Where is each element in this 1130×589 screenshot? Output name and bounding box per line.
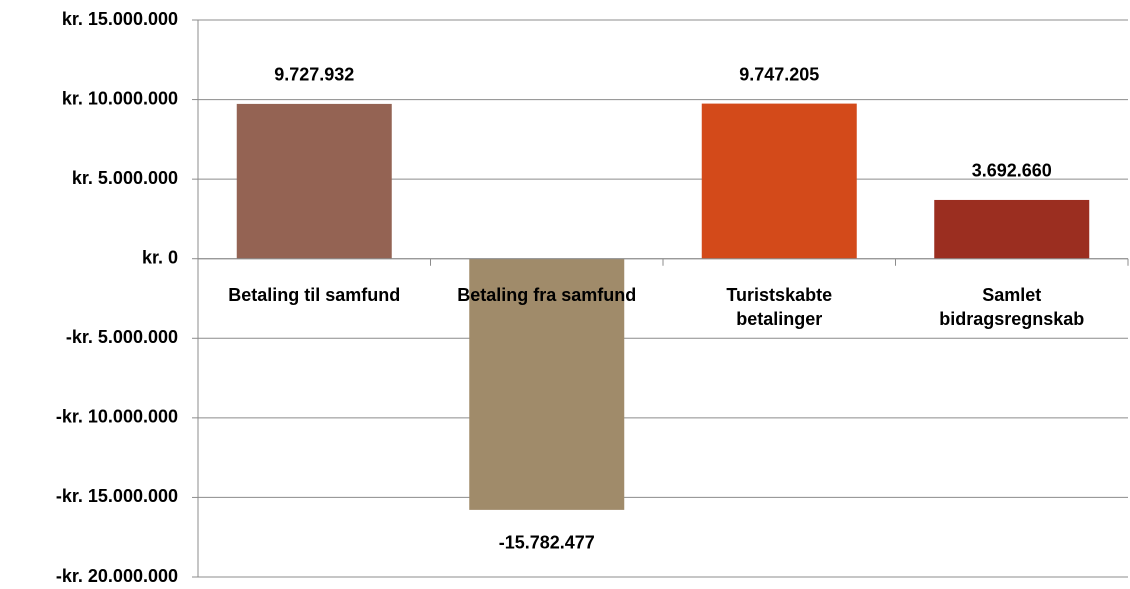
value-label: 9.727.932 [274, 65, 354, 85]
x-tick-label: Turistskabte betalinger [726, 284, 833, 329]
y-tick-label: -kr. 15.000.000 [56, 486, 178, 506]
bar [701, 103, 857, 259]
y-tick-label: kr. 5.000.000 [72, 168, 178, 188]
y-tick-label: kr. 0 [142, 247, 178, 267]
x-tick-label-box: Turistskabte betalinger [726, 284, 833, 329]
y-tick-label: -kr. 10.000.000 [56, 407, 178, 427]
value-label: 3.692.660 [972, 161, 1052, 181]
x-tick-label: Betaling fra samfund [457, 284, 637, 305]
y-tick-label: -kr. 20.000.000 [56, 566, 178, 586]
value-label: -15.782.477 [499, 533, 595, 553]
y-tick-label: -kr. 5.000.000 [66, 327, 178, 347]
y-tick-label: kr. 15.000.000 [62, 9, 178, 29]
bar [469, 258, 625, 510]
x-tick-label-box: Samlet bidragsregnskab [939, 284, 1085, 329]
x-tick-label-box: Betaling til samfund [228, 284, 401, 305]
bar [934, 199, 1090, 259]
x-tick-label-box: Betaling fra samfund [457, 284, 637, 305]
x-tick-label: Betaling til samfund [228, 284, 401, 305]
bar [236, 103, 392, 259]
value-label: 9.747.205 [739, 64, 819, 84]
y-tick-label: kr. 10.000.000 [62, 88, 178, 108]
x-tick-label: Samlet bidragsregnskab [939, 284, 1085, 329]
